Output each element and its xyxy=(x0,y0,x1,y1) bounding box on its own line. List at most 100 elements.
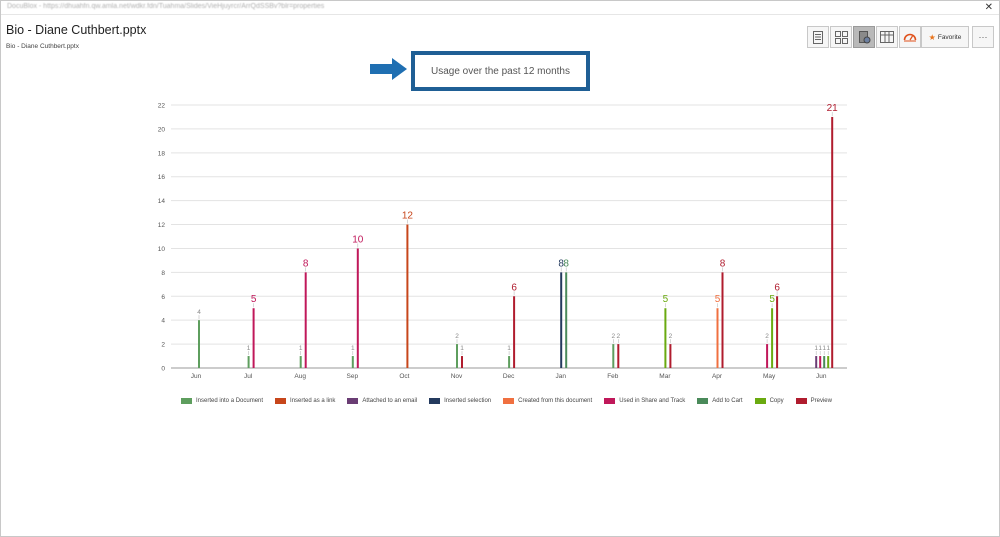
bar xyxy=(669,344,672,368)
data-label: 1 xyxy=(460,345,464,352)
dashboard-icon xyxy=(903,33,917,42)
bar xyxy=(776,296,779,368)
legend-label: Add to Cart xyxy=(712,398,743,404)
legend-swatch xyxy=(429,398,441,404)
y-tick-label: 18 xyxy=(158,150,166,157)
bar xyxy=(664,308,667,368)
x-tick-label: Feb xyxy=(607,373,619,380)
bar xyxy=(406,224,409,368)
bar xyxy=(508,356,511,368)
legend-label: Created from this document xyxy=(518,398,593,404)
grid-view-button[interactable] xyxy=(830,26,852,48)
callout-text: Usage over the past 12 months xyxy=(431,65,570,77)
data-label: 2 xyxy=(616,333,620,340)
bar xyxy=(456,344,458,368)
legend-item[interactable]: Inserted as a link xyxy=(275,398,335,404)
close-icon[interactable]: ✕ xyxy=(984,2,993,13)
usage-icon xyxy=(858,30,870,43)
favorite-button[interactable]: ★ Favorite xyxy=(921,26,969,48)
data-label: 1 xyxy=(507,345,511,352)
bar xyxy=(721,272,724,368)
data-label: 8 xyxy=(563,258,569,269)
y-tick-label: 14 xyxy=(158,198,166,205)
legend-swatch xyxy=(795,398,807,404)
window-url: DocuBlox - https://dhuahfn.qw.amla.net/w… xyxy=(7,3,325,10)
y-tick-label: 6 xyxy=(161,294,165,301)
y-tick-label: 4 xyxy=(161,318,165,325)
data-label: 10 xyxy=(352,234,364,245)
bar xyxy=(461,356,463,368)
y-tick-label: 22 xyxy=(158,103,166,110)
usage-view-button[interactable] xyxy=(853,26,875,48)
grid-icon xyxy=(834,30,848,44)
legend-item[interactable]: Used in Share and Track xyxy=(604,398,685,404)
y-tick-label: 10 xyxy=(158,246,166,253)
legend-swatch xyxy=(604,398,616,404)
legend-swatch xyxy=(275,398,287,404)
legend-item[interactable]: Created from this document xyxy=(503,398,592,404)
x-tick-label: Jun xyxy=(191,373,202,380)
bar xyxy=(819,356,822,368)
data-label: 2 xyxy=(455,333,459,340)
bar xyxy=(304,272,307,368)
y-tick-label: 20 xyxy=(158,126,166,133)
data-label: 12 xyxy=(402,211,414,222)
legend-item[interactable]: Copy xyxy=(754,398,784,404)
y-tick-label: 0 xyxy=(161,366,165,373)
data-label: 2 xyxy=(669,333,673,340)
legend-item[interactable]: Inserted selection xyxy=(429,398,491,404)
y-tick-label: 8 xyxy=(161,270,165,277)
data-label: 1 xyxy=(822,345,826,352)
table-view-button[interactable] xyxy=(876,26,898,48)
data-label: 8 xyxy=(558,258,564,269)
legend-item[interactable]: Add to Cart xyxy=(697,398,743,404)
table-icon xyxy=(880,31,894,43)
more-options-button[interactable]: ··· xyxy=(972,26,994,48)
data-label: 2 xyxy=(611,333,615,340)
bar xyxy=(617,344,620,368)
bar xyxy=(356,248,359,368)
data-label: 1 xyxy=(247,345,251,352)
legend-label: Inserted selection xyxy=(444,398,492,404)
x-tick-label: Aug xyxy=(294,373,306,380)
x-tick-label: May xyxy=(763,373,776,380)
legend-item[interactable]: Attached to an email xyxy=(347,398,417,404)
legend-label: Attached to an email xyxy=(362,398,418,404)
legend-swatch xyxy=(503,398,515,404)
x-tick-label: Sep xyxy=(347,373,359,380)
data-label: 5 xyxy=(715,294,721,305)
chart-legend: Inserted into a Document Inserted as a li… xyxy=(181,398,832,404)
bar xyxy=(766,344,769,368)
data-label: 21 xyxy=(827,103,839,114)
title-bar: DocuBlox - https://dhuahfn.qw.amla.net/w… xyxy=(1,1,999,15)
arrow-icon xyxy=(370,58,407,80)
legend-label: Preview xyxy=(810,398,832,404)
bar xyxy=(299,356,302,368)
data-label: 1 xyxy=(826,345,830,352)
document-view-button[interactable] xyxy=(807,26,829,48)
bar xyxy=(560,272,563,368)
legend-swatch xyxy=(181,398,192,404)
legend-item[interactable]: Inserted into a Document xyxy=(181,398,263,404)
data-label: 6 xyxy=(774,282,780,293)
bar xyxy=(247,356,250,368)
bar xyxy=(198,320,200,368)
x-tick-label: Jul xyxy=(244,373,253,380)
data-label: 5 xyxy=(769,294,775,305)
bar xyxy=(565,272,568,368)
data-label: 5 xyxy=(663,294,669,305)
dashboard-view-button[interactable] xyxy=(899,26,921,48)
x-tick-label: Mar xyxy=(659,373,671,380)
x-tick-label: Oct xyxy=(399,373,409,380)
legend-item[interactable]: Preview xyxy=(795,398,832,404)
data-label: 1 xyxy=(818,345,822,352)
x-tick-label: Nov xyxy=(451,373,463,380)
bar xyxy=(252,308,255,368)
bar xyxy=(815,356,818,368)
legend-swatch xyxy=(697,398,709,404)
star-icon: ★ xyxy=(928,32,936,42)
view-toolbar xyxy=(807,26,922,48)
legend-label: Copy xyxy=(769,398,784,404)
data-label: 8 xyxy=(303,258,309,269)
